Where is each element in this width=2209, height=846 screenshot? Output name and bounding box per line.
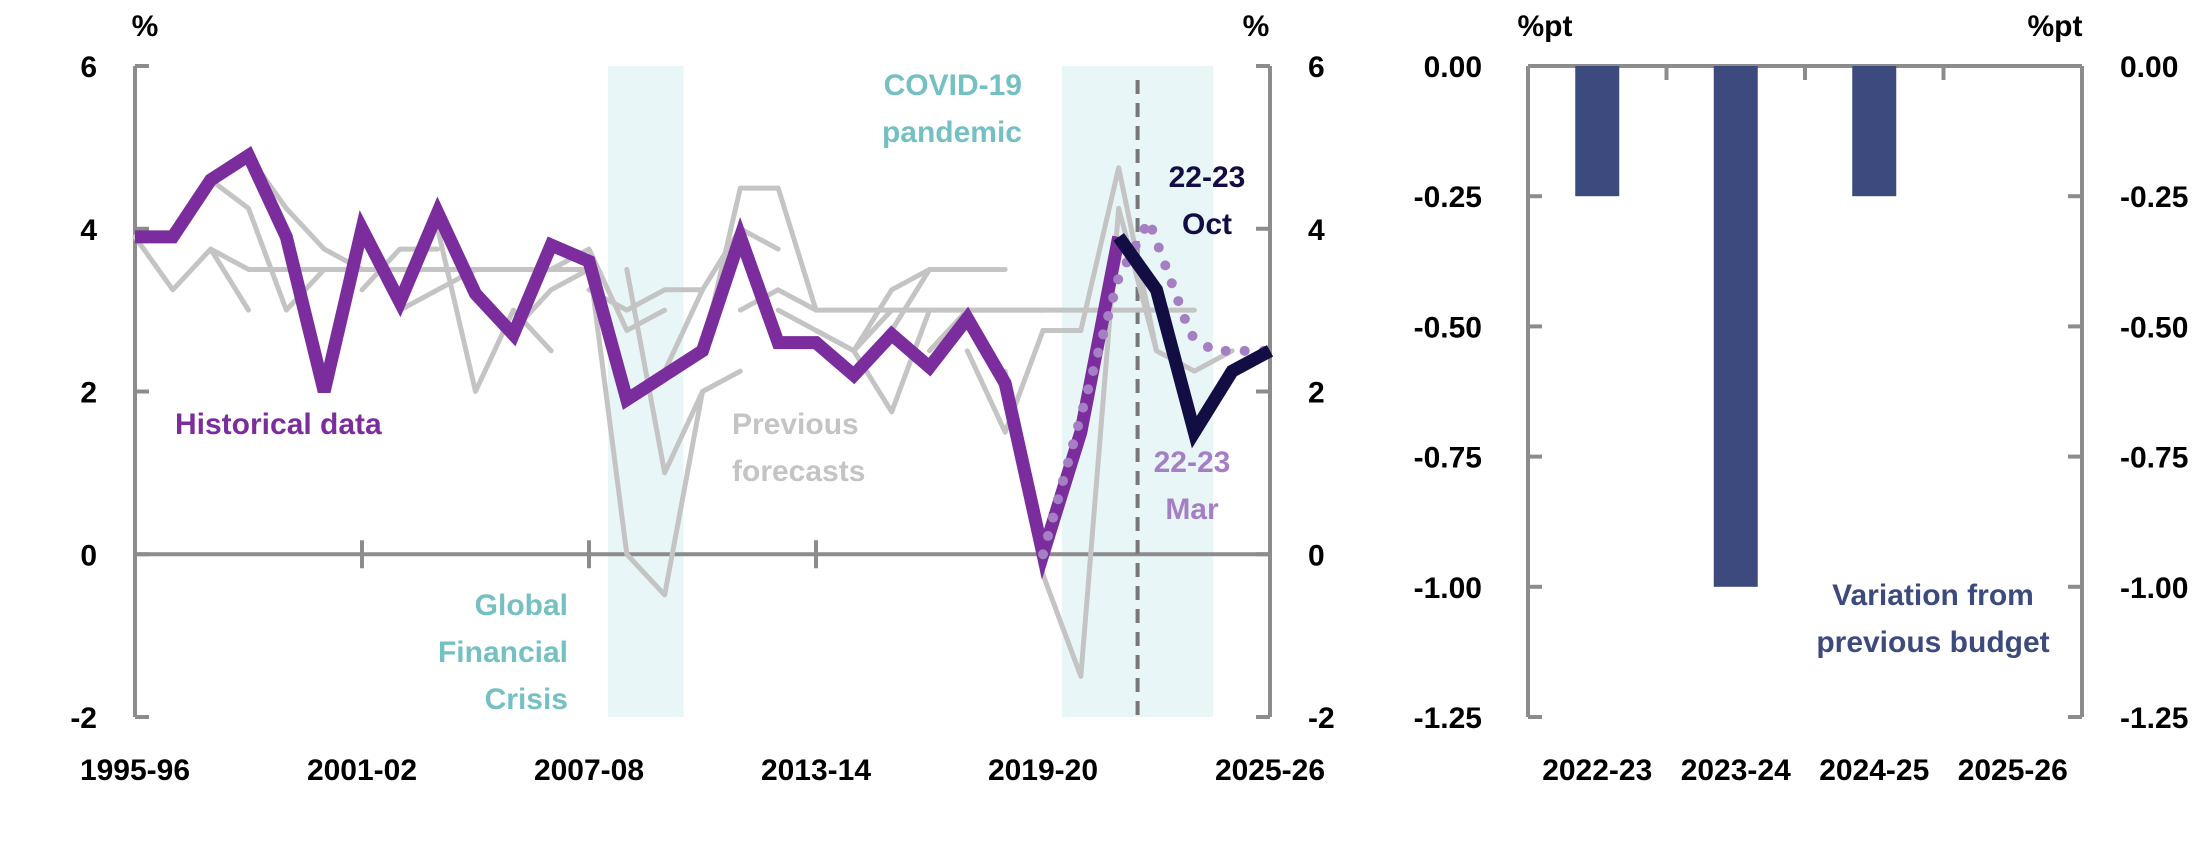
- y-tick-label-left: 6: [80, 51, 97, 84]
- series-label-historical: Historical data: [175, 408, 382, 441]
- x-tick-label: 2019-20: [988, 754, 1098, 787]
- oct-forecast-line: [1113, 233, 1274, 449]
- historical-data-line: [135, 146, 1126, 580]
- x-tick-label: 2013-14: [761, 754, 871, 787]
- x-tick-label: 2001-02: [307, 754, 417, 787]
- bar-category-label: 2025-26: [1958, 754, 2068, 787]
- bar-y-tick-label-right: -1.00: [2120, 572, 2188, 605]
- gfc-label: Global: [475, 589, 568, 622]
- y-tick-label-right: 2: [1308, 377, 1325, 410]
- bar-y-tick-label-right: -0.25: [2120, 181, 2188, 214]
- bar-y-tick-label-right: -0.75: [2120, 442, 2188, 475]
- previous-forecast-line: [889, 266, 1008, 333]
- series-label-oct_forecast: Oct: [1182, 208, 1232, 241]
- series-label-mar_forecast: 22-23: [1154, 446, 1231, 479]
- bar-y-unit-right: %pt: [2028, 10, 2083, 43]
- x-tick-label: 1995-96: [80, 754, 190, 787]
- series-label-previous: forecasts: [732, 455, 865, 488]
- y-tick-label-left: 0: [80, 539, 97, 572]
- y-tick-label-right: 0: [1308, 539, 1325, 572]
- bar-y-tick-label-left: -1.00: [1414, 572, 1482, 605]
- bar-category-label: 2024-25: [1819, 754, 1929, 787]
- previous-forecast-line: [624, 266, 743, 476]
- y-tick-label-right: -2: [1308, 702, 1335, 735]
- gfc-label: Financial: [438, 636, 568, 669]
- y-tick-label-right: 6: [1308, 51, 1325, 84]
- bar-y-tick-label-left: -0.75: [1414, 442, 1482, 475]
- previous-forecast-line: [813, 307, 932, 415]
- bar-y-tick-label-left: -0.25: [1414, 181, 1482, 214]
- gfc-label: Crisis: [485, 683, 568, 716]
- bar: [1852, 66, 1897, 197]
- bar-y-tick-label-left: -0.50: [1414, 311, 1482, 344]
- bar: [1575, 66, 1620, 197]
- covid-label: pandemic: [882, 116, 1022, 149]
- mar-forecast-line: [1038, 208, 1275, 560]
- y-tick-label-left: 4: [80, 214, 97, 247]
- previous-forecast-line: [586, 287, 705, 313]
- previous-forecast-line: [208, 246, 592, 272]
- previous-forecast-line: [435, 226, 554, 394]
- bar-chart-label: previous budget: [1816, 626, 2049, 659]
- y-unit-left: %: [132, 10, 159, 43]
- series-label-previous: Previous: [732, 408, 859, 441]
- y-tick-label-left: 2: [80, 377, 97, 410]
- bar-y-tick-label-left: -1.25: [1414, 702, 1482, 735]
- bar-chart-label: Variation from: [1832, 579, 2034, 612]
- bar-y-tick-label-right: -0.50: [2120, 311, 2188, 344]
- bar-category-label: 2023-24: [1681, 754, 1791, 787]
- bar-y-tick-label-right: -1.25: [2120, 702, 2188, 735]
- bar-y-unit-left: %pt: [1518, 10, 1573, 43]
- series-label-mar_forecast: Mar: [1165, 493, 1219, 526]
- bar-y-tick-label-left: 0.00: [1424, 51, 1482, 84]
- previous-forecast-line: [586, 258, 705, 598]
- previous-forecast-line: [700, 185, 819, 354]
- x-tick-label: 2007-08: [534, 754, 644, 787]
- x-tick-label: 2025-26: [1215, 754, 1325, 787]
- series-label-oct_forecast: 22-23: [1169, 161, 1246, 194]
- y-unit-right: %: [1243, 10, 1270, 43]
- previous-forecast-line: [927, 307, 1046, 354]
- bar-y-tick-label-right: 0.00: [2120, 51, 2178, 84]
- covid-label: COVID-19: [884, 69, 1022, 102]
- y-tick-label-right: 4: [1308, 214, 1325, 247]
- y-tick-label-left: -2: [70, 702, 97, 735]
- bar: [1713, 66, 1758, 587]
- bar-category-label: 2022-23: [1542, 754, 1652, 787]
- previous-forecast-line: [132, 234, 251, 313]
